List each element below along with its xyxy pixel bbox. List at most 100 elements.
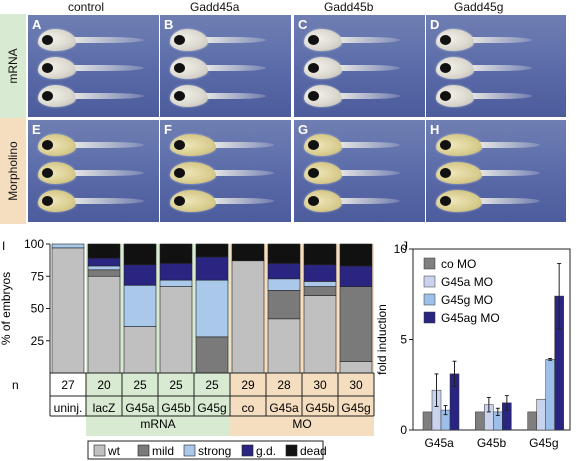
category-label: G45g [197,401,226,415]
embryo-image [38,57,76,79]
n-row-label: n [12,378,19,392]
n-value: 27 [61,378,75,392]
embryo-tail [480,142,540,148]
embryo-eye [42,196,53,206]
legend-label: G45ag MO [441,311,500,325]
embryo-image [38,29,76,51]
chart-group-label: mRNA [140,417,175,431]
bar-segment-gd [123,264,157,286]
category-label: G45b [161,401,191,415]
embryo-tail [340,65,400,71]
embryo-image [38,85,76,107]
embryo-eye [42,91,53,101]
panel-letter-f: F [164,122,172,137]
y-axis-label: fold induction [375,304,389,375]
embryo-image [436,190,482,212]
legend-label: dead [300,444,327,458]
bar-segment-strong [303,281,337,287]
embryo-eye [440,168,451,178]
panel-letter-d: D [430,17,440,32]
embryo-eye [308,35,319,45]
y-axis-label: % of embryos [0,272,13,345]
col-header-gadd45b: Gadd45b [324,0,374,14]
bar-segment-mild [87,269,121,277]
legend-label: G45a MO [441,275,493,289]
embryo-tail [472,37,532,43]
bar-segment-dead [339,243,373,267]
legend-swatch [285,444,298,457]
bar-como [527,411,537,431]
bar-segment-gd [87,257,121,267]
y-tick-label: 5 [400,333,407,347]
embryo-panel-h: H [426,120,566,222]
bar-g45amo [536,398,546,431]
panel-letter-j: J [402,239,408,253]
category-label: G45a [125,401,155,415]
category-label: co [242,401,255,415]
bar-segment-strong [267,278,301,291]
embryo-eye [440,35,451,45]
embryo-panel-c: C [294,15,425,117]
embryo-panel-e: E [28,120,159,222]
embryo-tail [340,93,400,99]
embryo-eye [42,140,53,150]
legend-label: co MO [441,257,476,271]
embryo-panel-d: D [426,15,566,117]
bar-segment-mild [267,290,301,320]
bar-segment-dead [87,243,121,259]
n-value: 28 [277,378,291,392]
embryo-eye [42,63,53,73]
category-label: G45g [529,436,558,450]
bar-segment-mild [303,286,337,296]
n-value: 25 [133,378,147,392]
bar-segment-dead [123,243,157,265]
bar-segment-dead [267,243,301,264]
legend-swatch [423,311,436,324]
embryo-tail [74,65,144,71]
bar-como [475,411,485,431]
bar-segment-strong [87,265,121,271]
bar-segment-wt [123,326,157,374]
category-label: G45g [341,401,370,415]
y-tick-label: 100 [24,237,44,251]
embryo-image [170,57,208,79]
legend-label: mild [152,444,174,458]
category-label: G45b [305,401,335,415]
embryo-image [38,134,76,156]
legend-swatch [423,257,436,270]
embryo-eye [308,140,319,150]
legend-swatch [423,275,436,288]
y-tick-label: 50 [31,302,45,316]
embryo-tail [214,170,274,176]
bar-segment-dead [159,243,193,264]
embryo-eye [42,35,53,45]
n-value: 25 [169,378,183,392]
bar-segment-strong [159,279,193,287]
n-value: 30 [313,378,327,392]
category-label: lacZ [93,401,116,415]
legend-swatch [241,444,254,457]
embryo-tail [340,142,400,148]
bar-segment-wt [51,247,85,374]
embryo-tail [340,170,400,176]
embryo-image [436,134,482,156]
row-band-mrna: mRNA [0,14,26,118]
panel-letter-e: E [32,122,41,137]
embryo-eye [42,168,53,178]
embryo-tail [214,198,274,204]
embryo-eye [440,140,451,150]
embryo-tail [74,142,144,148]
bar-segment-dead [231,243,265,262]
y-tick-label: 0 [400,423,407,437]
embryo-panel-a: A [28,15,159,117]
embryo-tail [480,170,540,176]
embryo-image [304,57,342,79]
embryo-panel-b: B [160,15,291,117]
embryo-image [170,85,208,107]
category-label: G45a [269,401,299,415]
embryo-panel-g: G [294,120,425,222]
bar-segment-gd [267,263,301,280]
bar-segment-strong [123,284,157,327]
n-value: 20 [97,378,111,392]
panel-letter-g: G [298,122,309,137]
